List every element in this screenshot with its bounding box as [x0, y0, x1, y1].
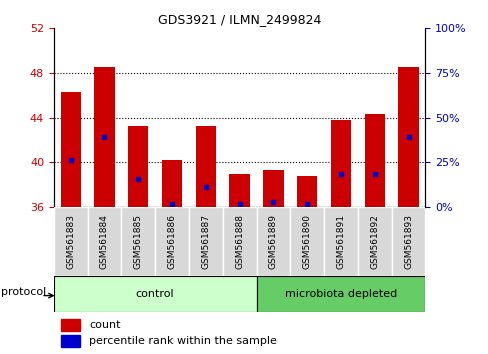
- Text: GSM561884: GSM561884: [100, 214, 109, 269]
- Text: GSM561892: GSM561892: [369, 214, 379, 269]
- Text: GSM561888: GSM561888: [235, 214, 244, 269]
- Bar: [54, 276, 256, 312]
- Text: GSM561891: GSM561891: [336, 214, 345, 269]
- Text: GSM561887: GSM561887: [201, 214, 210, 269]
- Bar: [263, 170, 283, 207]
- FancyBboxPatch shape: [256, 207, 290, 276]
- Bar: [398, 67, 418, 207]
- Bar: [61, 335, 80, 347]
- Bar: [364, 114, 384, 207]
- FancyBboxPatch shape: [324, 207, 357, 276]
- Text: microbiota depleted: microbiota depleted: [284, 289, 396, 299]
- Bar: [296, 176, 317, 207]
- Text: protocol: protocol: [1, 287, 46, 297]
- Text: GSM561883: GSM561883: [66, 214, 75, 269]
- Title: GDS3921 / ILMN_2499824: GDS3921 / ILMN_2499824: [158, 13, 321, 26]
- FancyBboxPatch shape: [155, 207, 188, 276]
- Text: count: count: [89, 320, 121, 330]
- Text: GSM561890: GSM561890: [302, 214, 311, 269]
- Bar: [330, 120, 350, 207]
- Text: GSM561889: GSM561889: [268, 214, 277, 269]
- FancyBboxPatch shape: [391, 207, 425, 276]
- Text: GSM561885: GSM561885: [134, 214, 142, 269]
- FancyBboxPatch shape: [87, 207, 121, 276]
- FancyBboxPatch shape: [121, 207, 155, 276]
- FancyBboxPatch shape: [54, 207, 87, 276]
- FancyBboxPatch shape: [188, 207, 222, 276]
- Bar: [162, 160, 182, 207]
- Bar: [61, 92, 81, 207]
- Text: control: control: [136, 289, 174, 299]
- FancyBboxPatch shape: [357, 207, 391, 276]
- Bar: [256, 276, 425, 312]
- Text: GSM561893: GSM561893: [403, 214, 412, 269]
- Bar: [195, 126, 216, 207]
- FancyBboxPatch shape: [290, 207, 324, 276]
- Text: GSM561886: GSM561886: [167, 214, 176, 269]
- Bar: [94, 67, 114, 207]
- Bar: [229, 173, 249, 207]
- Bar: [61, 319, 80, 331]
- FancyBboxPatch shape: [222, 207, 256, 276]
- Bar: [128, 126, 148, 207]
- Text: percentile rank within the sample: percentile rank within the sample: [89, 336, 276, 346]
